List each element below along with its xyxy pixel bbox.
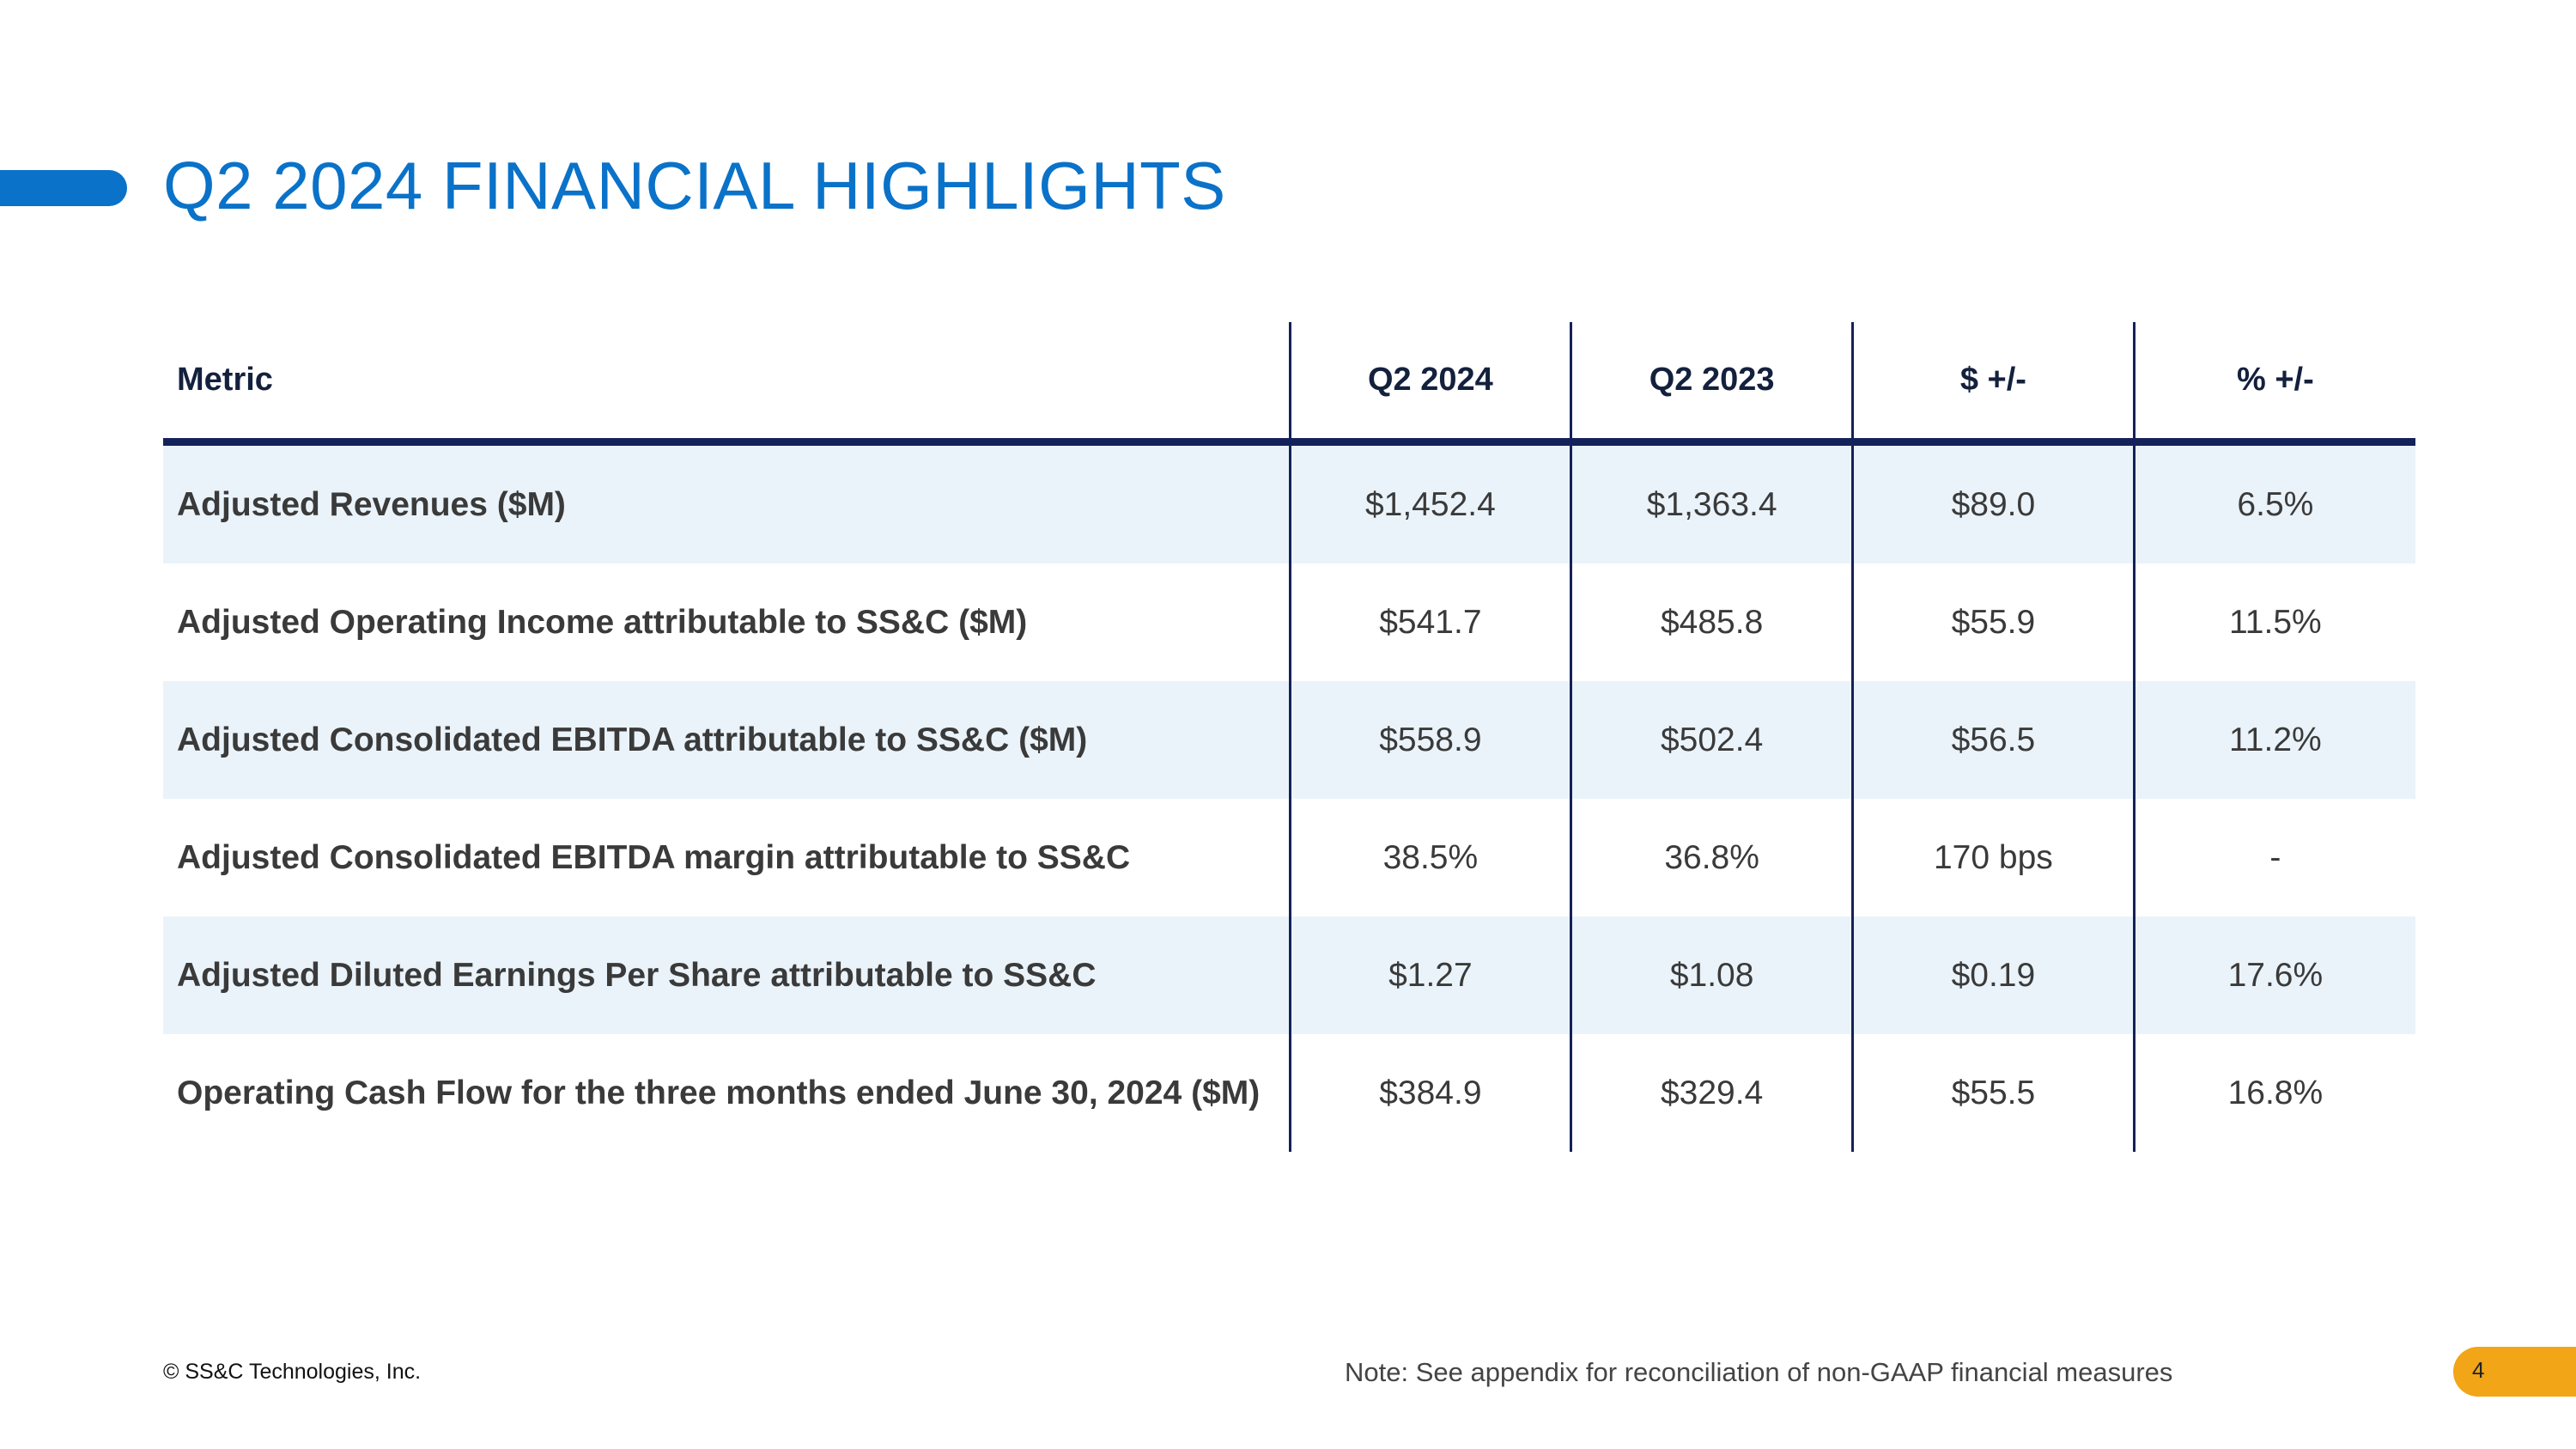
metric-label: Adjusted Consolidated EBITDA attributabl… xyxy=(163,681,1290,799)
metric-label: Adjusted Operating Income attributable t… xyxy=(177,603,1028,641)
q2-2023-value: $1.08 xyxy=(1570,916,1853,1034)
page-title: Q2 2024 FINANCIAL HIGHLIGHTS xyxy=(163,148,1226,223)
q2-2024-value: $1,452.4 xyxy=(1288,441,1571,563)
pct-change-value: - xyxy=(2132,799,2415,916)
table-row: Adjusted Consolidated EBITDA attributabl… xyxy=(163,681,2415,799)
dollar-change-value: $55.9 xyxy=(1851,563,2135,681)
dollar-change-value: $0.19 xyxy=(1851,916,2135,1034)
table-row: Operating Cash Flow for the three months… xyxy=(163,1034,2415,1152)
q2-2024-value: $541.7 xyxy=(1288,563,1571,681)
financial-highlights-table: Metric Q2 2024 Q2 2023 $ +/- % +/- Adjus… xyxy=(163,322,2415,1152)
q2-2023-value: $485.8 xyxy=(1570,563,1853,681)
table-row: Adjusted Revenues ($M) $1,452.4 $1,363.4… xyxy=(163,441,2415,563)
metric-label: Adjusted Consolidated EBITDA margin attr… xyxy=(177,838,1131,876)
dollar-change-value: $89.0 xyxy=(1851,441,2135,563)
q2-2023-value: $1,363.4 xyxy=(1570,441,1853,563)
metric-label: Operating Cash Flow for the three months… xyxy=(177,1074,1261,1111)
pct-change-value: 6.5% xyxy=(2132,441,2415,563)
page-number-badge: 4 xyxy=(2453,1347,2576,1397)
pct-change-value: 11.2% xyxy=(2132,681,2415,799)
q2-2023-value: $502.4 xyxy=(1570,681,1853,799)
table-header-row: Metric Q2 2024 Q2 2023 $ +/- % +/- xyxy=(163,322,2415,446)
q2-2024-value: 38.5% xyxy=(1288,799,1571,916)
table-row: Adjusted Diluted Earnings Per Share attr… xyxy=(163,916,2415,1034)
metric-label: Adjusted Revenues ($M) xyxy=(163,441,1290,563)
pct-change-value: 16.8% xyxy=(2132,1034,2415,1152)
table-row: Adjusted Operating Income attributable t… xyxy=(163,563,2415,681)
pct-change-value: 11.5% xyxy=(2132,563,2415,681)
header-q2-2023: Q2 2023 xyxy=(1570,322,1853,446)
copyright-text: © SS&C Technologies, Inc. xyxy=(163,1360,422,1384)
header-pct-change: % +/- xyxy=(2132,322,2415,446)
footnote: Note: See appendix for reconciliation of… xyxy=(1345,1357,2173,1387)
title-accent-bar xyxy=(0,170,127,206)
metric-label: Adjusted Diluted Earnings Per Share attr… xyxy=(163,916,1290,1034)
pct-change-value: 17.6% xyxy=(2132,916,2415,1034)
q2-2023-value: $329.4 xyxy=(1570,1034,1853,1152)
header-q2-2024: Q2 2024 xyxy=(1288,322,1571,446)
q2-2023-value: 36.8% xyxy=(1570,799,1853,916)
q2-2024-value: $1.27 xyxy=(1288,916,1571,1034)
q2-2024-value: $384.9 xyxy=(1288,1034,1571,1152)
dollar-change-value: $55.5 xyxy=(1851,1034,2135,1152)
page-number: 4 xyxy=(2472,1357,2485,1383)
dollar-change-value: $56.5 xyxy=(1851,681,2135,799)
dollar-change-value: 170 bps xyxy=(1851,799,2135,916)
header-dollar-change: $ +/- xyxy=(1851,322,2135,446)
q2-2024-value: $558.9 xyxy=(1288,681,1571,799)
header-metric: Metric xyxy=(163,322,1290,446)
table-row: Adjusted Consolidated EBITDA margin attr… xyxy=(163,799,2415,916)
